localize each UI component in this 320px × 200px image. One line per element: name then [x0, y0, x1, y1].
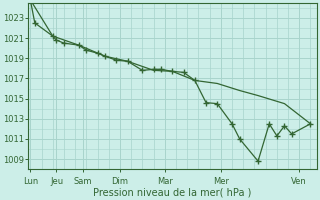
X-axis label: Pression niveau de la mer( hPa ): Pression niveau de la mer( hPa )	[93, 187, 252, 197]
